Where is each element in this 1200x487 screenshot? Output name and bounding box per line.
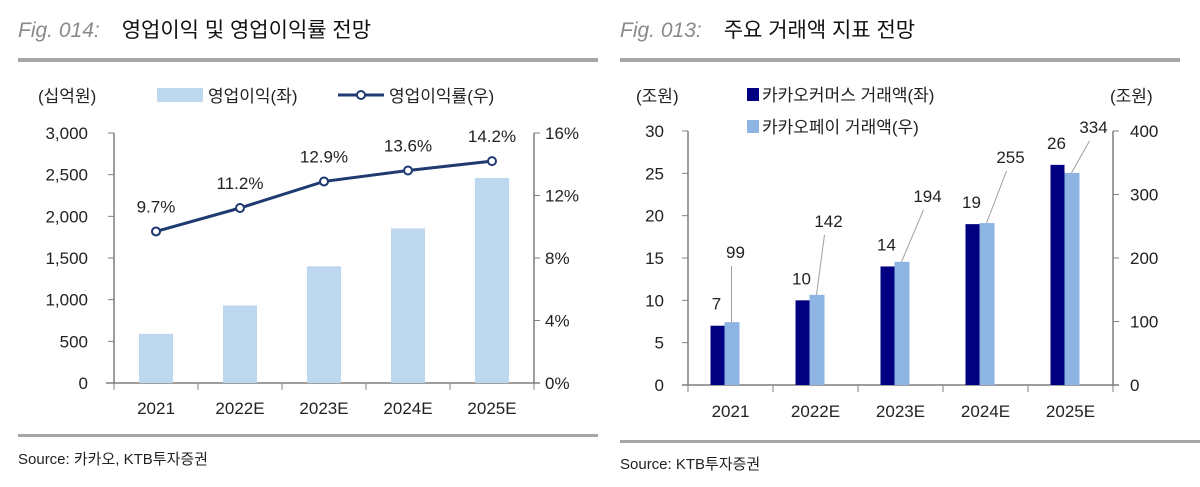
x-tick-label: 2023E	[876, 402, 925, 421]
y-tick-label: 20	[645, 207, 664, 226]
legend-commerce-label: 카카오커머스 거래액(좌)	[762, 86, 934, 105]
right-figure-title: Fig. 013: 주요 거래액 지표 전망	[620, 14, 915, 44]
leader-line	[816, 234, 825, 295]
left-figure-title: Fig. 014: 영업이익 및 영업이익률 전망	[18, 14, 371, 44]
right-y-axis-title: (조원)	[1110, 87, 1153, 106]
leader-line	[986, 170, 1007, 224]
bar-operating-profit	[139, 333, 173, 383]
y-tick-label: 30	[645, 122, 664, 141]
x-tick-label: 2021	[137, 399, 175, 418]
y-tick-label: 25	[645, 164, 664, 183]
bar-kakao-pay	[1064, 172, 1080, 385]
x-tick-label: 2022E	[215, 399, 264, 418]
left-y-axis-title: (십억원)	[38, 87, 96, 106]
legend-pay-swatch	[747, 120, 759, 133]
bar-kakao-pay	[979, 223, 995, 385]
bar-commerce-label: 14	[877, 235, 896, 254]
line-data-label: 11.2%	[217, 174, 264, 193]
y2-tick-label: 200	[1130, 249, 1158, 268]
line-data-label: 13.6%	[384, 137, 432, 156]
y2-tick-label: 4%	[545, 312, 570, 331]
bar-commerce-label: 7	[712, 295, 721, 314]
legend-pay-label: 카카오페이 거래액(우)	[762, 118, 919, 137]
line-data-label: 14.2%	[468, 127, 516, 146]
bar-kakao-commerce	[880, 266, 895, 385]
bar-commerce-label: 26	[1047, 134, 1066, 153]
left-title-rule	[18, 58, 598, 62]
x-tick-label: 2022E	[791, 402, 840, 421]
bar-commerce-label: 19	[962, 193, 981, 212]
y2-tick-label: 0	[1130, 376, 1139, 395]
y-tick-label: 0	[79, 374, 88, 393]
right-fig-label: Fig. 013:	[620, 19, 702, 42]
bar-pay-label: 334	[1079, 118, 1107, 137]
bar-pay-label: 194	[913, 187, 941, 206]
right-source: Source: KTB투자증권	[620, 456, 761, 473]
bar-commerce-label: 10	[792, 269, 811, 288]
leader-line	[1071, 140, 1090, 174]
line-point	[487, 156, 497, 167]
right-source-rule	[620, 440, 1200, 443]
line-point	[319, 176, 329, 187]
bar-pay-label: 99	[726, 243, 745, 262]
y2-tick-label: 0%	[545, 374, 570, 393]
bar-kakao-pay	[809, 294, 825, 385]
left-source: Source: 카카오, KTB투자증권	[18, 451, 208, 468]
y-tick-label: 3,000	[45, 124, 88, 143]
bar-operating-profit	[223, 305, 257, 383]
bar-operating-profit	[307, 266, 341, 383]
y2-tick-label: 16%	[545, 124, 579, 143]
line-point	[235, 203, 245, 213]
x-tick-label: 2025E	[1046, 402, 1095, 421]
legend-line-marker	[356, 90, 366, 100]
legend-bar-label: 영업이익(좌)	[208, 87, 298, 106]
y2-tick-label: 300	[1130, 186, 1158, 205]
line-data-label: 12.9%	[300, 147, 348, 166]
y-tick-label: 10	[645, 291, 664, 310]
y-tick-label: 1,500	[45, 249, 88, 268]
left-source-rule	[18, 434, 598, 437]
left-title-text: 영업이익 및 영업이익률 전망	[121, 19, 372, 42]
legend-bar-swatch	[157, 88, 203, 102]
left-fig-label: Fig. 014:	[18, 19, 100, 42]
y-tick-label: 5	[655, 334, 664, 353]
x-tick-label: 2021	[712, 402, 750, 421]
bar-operating-profit	[391, 228, 425, 383]
y2-tick-label: 12%	[545, 187, 579, 206]
bar-kakao-commerce	[710, 325, 725, 385]
x-tick-label: 2023E	[299, 399, 348, 418]
y2-tick-label: 100	[1130, 313, 1158, 332]
bar-pay-label: 255	[996, 148, 1024, 167]
line-point	[151, 226, 161, 237]
bar-operating-profit	[475, 178, 509, 383]
line-point	[403, 165, 413, 176]
x-tick-label: 2024E	[383, 399, 432, 418]
left-y-axis-title: (조원)	[636, 87, 679, 106]
bar-kakao-commerce	[795, 300, 810, 385]
y-tick-label: 2,000	[45, 207, 88, 226]
right-title-rule	[620, 58, 1180, 62]
x-tick-label: 2025E	[467, 399, 516, 418]
bar-kakao-commerce	[1050, 164, 1065, 385]
y-tick-label: 0	[655, 376, 664, 395]
legend-commerce-swatch	[747, 88, 759, 101]
x-tick-label: 2024E	[961, 402, 1010, 421]
y-tick-label: 500	[60, 332, 88, 351]
bar-kakao-pay	[894, 261, 910, 385]
bar-pay-label: 142	[814, 212, 842, 231]
y-tick-label: 1,000	[45, 291, 88, 310]
legend-line-label: 영업이익률(우)	[389, 87, 494, 106]
leader-line	[901, 209, 924, 263]
y-tick-label: 2,500	[45, 166, 88, 185]
line-operating-margin	[155, 159, 493, 233]
y2-tick-label: 400	[1130, 122, 1158, 141]
bar-kakao-commerce	[965, 224, 980, 385]
bar-kakao-pay	[724, 322, 740, 385]
line-data-label: 9.7%	[137, 197, 176, 216]
right-title-text: 주요 거래액 지표 전망	[723, 19, 916, 42]
y-tick-label: 15	[645, 249, 664, 268]
y2-tick-label: 8%	[545, 249, 570, 268]
